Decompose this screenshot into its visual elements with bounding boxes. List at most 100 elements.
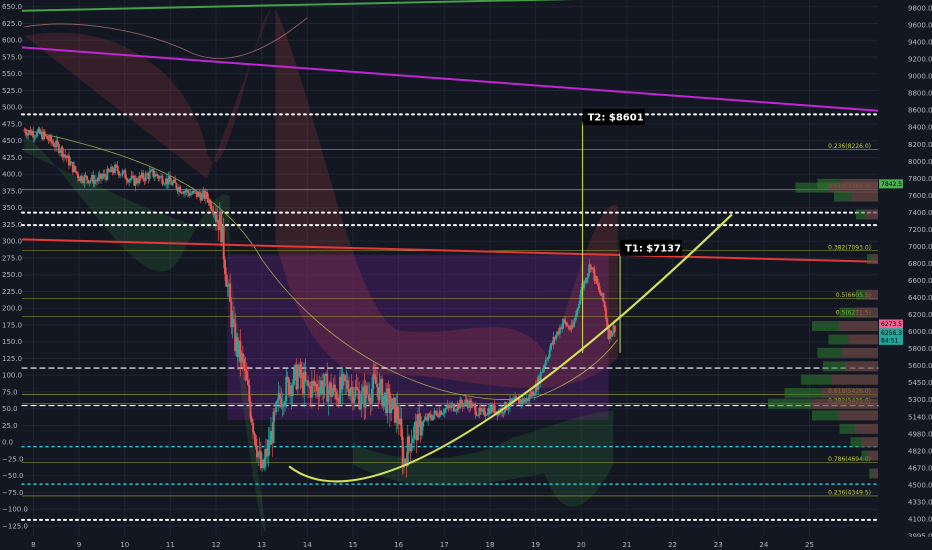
candle-body[interactable] [502, 412, 505, 414]
candle-body[interactable] [209, 200, 212, 209]
candle-body[interactable] [27, 132, 30, 136]
candle-body[interactable] [610, 330, 613, 337]
candle-body[interactable] [330, 382, 333, 397]
candle-body[interactable] [52, 143, 55, 147]
candle-body[interactable] [218, 211, 221, 230]
candle-body[interactable] [82, 181, 85, 183]
candle-body[interactable] [299, 364, 302, 379]
candle-body[interactable] [443, 409, 446, 414]
candle-body[interactable] [89, 179, 92, 182]
candle-body[interactable] [314, 383, 317, 387]
candle-body[interactable] [355, 386, 358, 389]
candle-body[interactable] [271, 431, 274, 443]
candle-body[interactable] [511, 398, 514, 401]
candle-body[interactable] [287, 378, 290, 396]
candle-body[interactable] [327, 389, 330, 403]
candle-body[interactable] [331, 391, 334, 397]
candle-body[interactable] [420, 426, 423, 436]
candle-body[interactable] [548, 349, 551, 357]
candle-body[interactable] [108, 171, 111, 173]
candle-body[interactable] [142, 172, 145, 180]
candle-body[interactable] [402, 459, 405, 468]
candle-body[interactable] [566, 325, 569, 327]
candle-body[interactable] [194, 191, 197, 193]
candle-body[interactable] [528, 394, 531, 401]
candle-body[interactable] [151, 169, 154, 170]
candle-body[interactable] [243, 358, 246, 369]
candle-body[interactable] [121, 171, 124, 175]
candle-body[interactable] [450, 405, 453, 408]
candle-body[interactable] [148, 171, 151, 179]
candle-body[interactable] [87, 179, 90, 184]
candle-body[interactable] [200, 193, 203, 201]
candle-body[interactable] [524, 400, 527, 403]
candle-body[interactable] [565, 322, 568, 326]
candle-body[interactable] [122, 170, 125, 172]
candle-body[interactable] [172, 179, 175, 183]
candle-body[interactable] [285, 376, 288, 401]
candle-body[interactable] [431, 418, 434, 420]
candle-body[interactable] [604, 307, 607, 319]
candle-body[interactable] [574, 317, 577, 322]
candle-body[interactable] [445, 407, 448, 410]
candle-body[interactable] [432, 415, 435, 420]
candle-body[interactable] [68, 155, 71, 166]
candle-body[interactable] [213, 214, 216, 216]
candle-body[interactable] [134, 178, 137, 186]
candle-body[interactable] [599, 291, 602, 296]
candle-body[interactable] [555, 335, 558, 340]
candle-body[interactable] [56, 140, 59, 144]
candle-body[interactable] [120, 174, 123, 176]
candle-body[interactable] [593, 269, 596, 281]
right-price-axis[interactable]: 9800.0 9600.0 9400.0 9200.0 9000.0 8800.0 8600… [906, 0, 932, 550]
candle-body[interactable] [48, 135, 51, 141]
candle-body[interactable] [162, 183, 165, 185]
target-label-box[interactable] [620, 239, 683, 256]
candle-body[interactable] [347, 388, 350, 397]
candle-body[interactable] [231, 319, 234, 328]
candle-body[interactable] [232, 319, 235, 324]
candle-body[interactable] [76, 173, 79, 179]
candle-body[interactable] [253, 432, 256, 436]
candle-body[interactable] [424, 417, 427, 420]
candle-body[interactable] [457, 403, 460, 409]
candle-body[interactable] [55, 140, 58, 148]
candle-body[interactable] [353, 397, 356, 403]
candle-body[interactable] [69, 161, 72, 166]
candle-body[interactable] [590, 267, 593, 270]
candle-body[interactable] [382, 395, 385, 407]
candle-body[interactable] [487, 408, 490, 415]
candle-body[interactable] [268, 439, 271, 445]
candle-body[interactable] [400, 418, 403, 437]
candle-body[interactable] [365, 385, 368, 395]
candle-body[interactable] [460, 399, 463, 405]
candle-body[interactable] [246, 380, 249, 385]
candle-body[interactable] [580, 287, 583, 295]
candle-body[interactable] [107, 168, 110, 172]
candle-body[interactable] [43, 131, 46, 136]
candle-body[interactable] [447, 404, 450, 407]
candle-body[interactable] [429, 414, 432, 419]
candle-body[interactable] [305, 380, 308, 382]
candle-body[interactable] [519, 400, 522, 405]
candle-body[interactable] [149, 169, 152, 172]
candle-body[interactable] [514, 396, 517, 399]
candle-body[interactable] [589, 264, 592, 270]
candle-body[interactable] [245, 370, 248, 381]
candle-body[interactable] [289, 385, 292, 396]
candle-body[interactable] [310, 381, 313, 398]
candle-body[interactable] [186, 189, 189, 193]
candle-body[interactable] [229, 283, 232, 302]
candle-body[interactable] [115, 164, 118, 166]
candle-body[interactable] [428, 414, 431, 415]
candle-body[interactable] [293, 368, 296, 385]
candle-body[interactable] [152, 169, 155, 177]
candle-body[interactable] [46, 135, 49, 140]
candle-body[interactable] [64, 154, 67, 157]
candle-body[interactable] [51, 141, 54, 144]
candle-body[interactable] [413, 426, 416, 439]
candle-body[interactable] [244, 368, 247, 371]
candle-body[interactable] [607, 327, 610, 340]
candle-body[interactable] [258, 450, 261, 453]
candle-body[interactable] [101, 176, 104, 179]
